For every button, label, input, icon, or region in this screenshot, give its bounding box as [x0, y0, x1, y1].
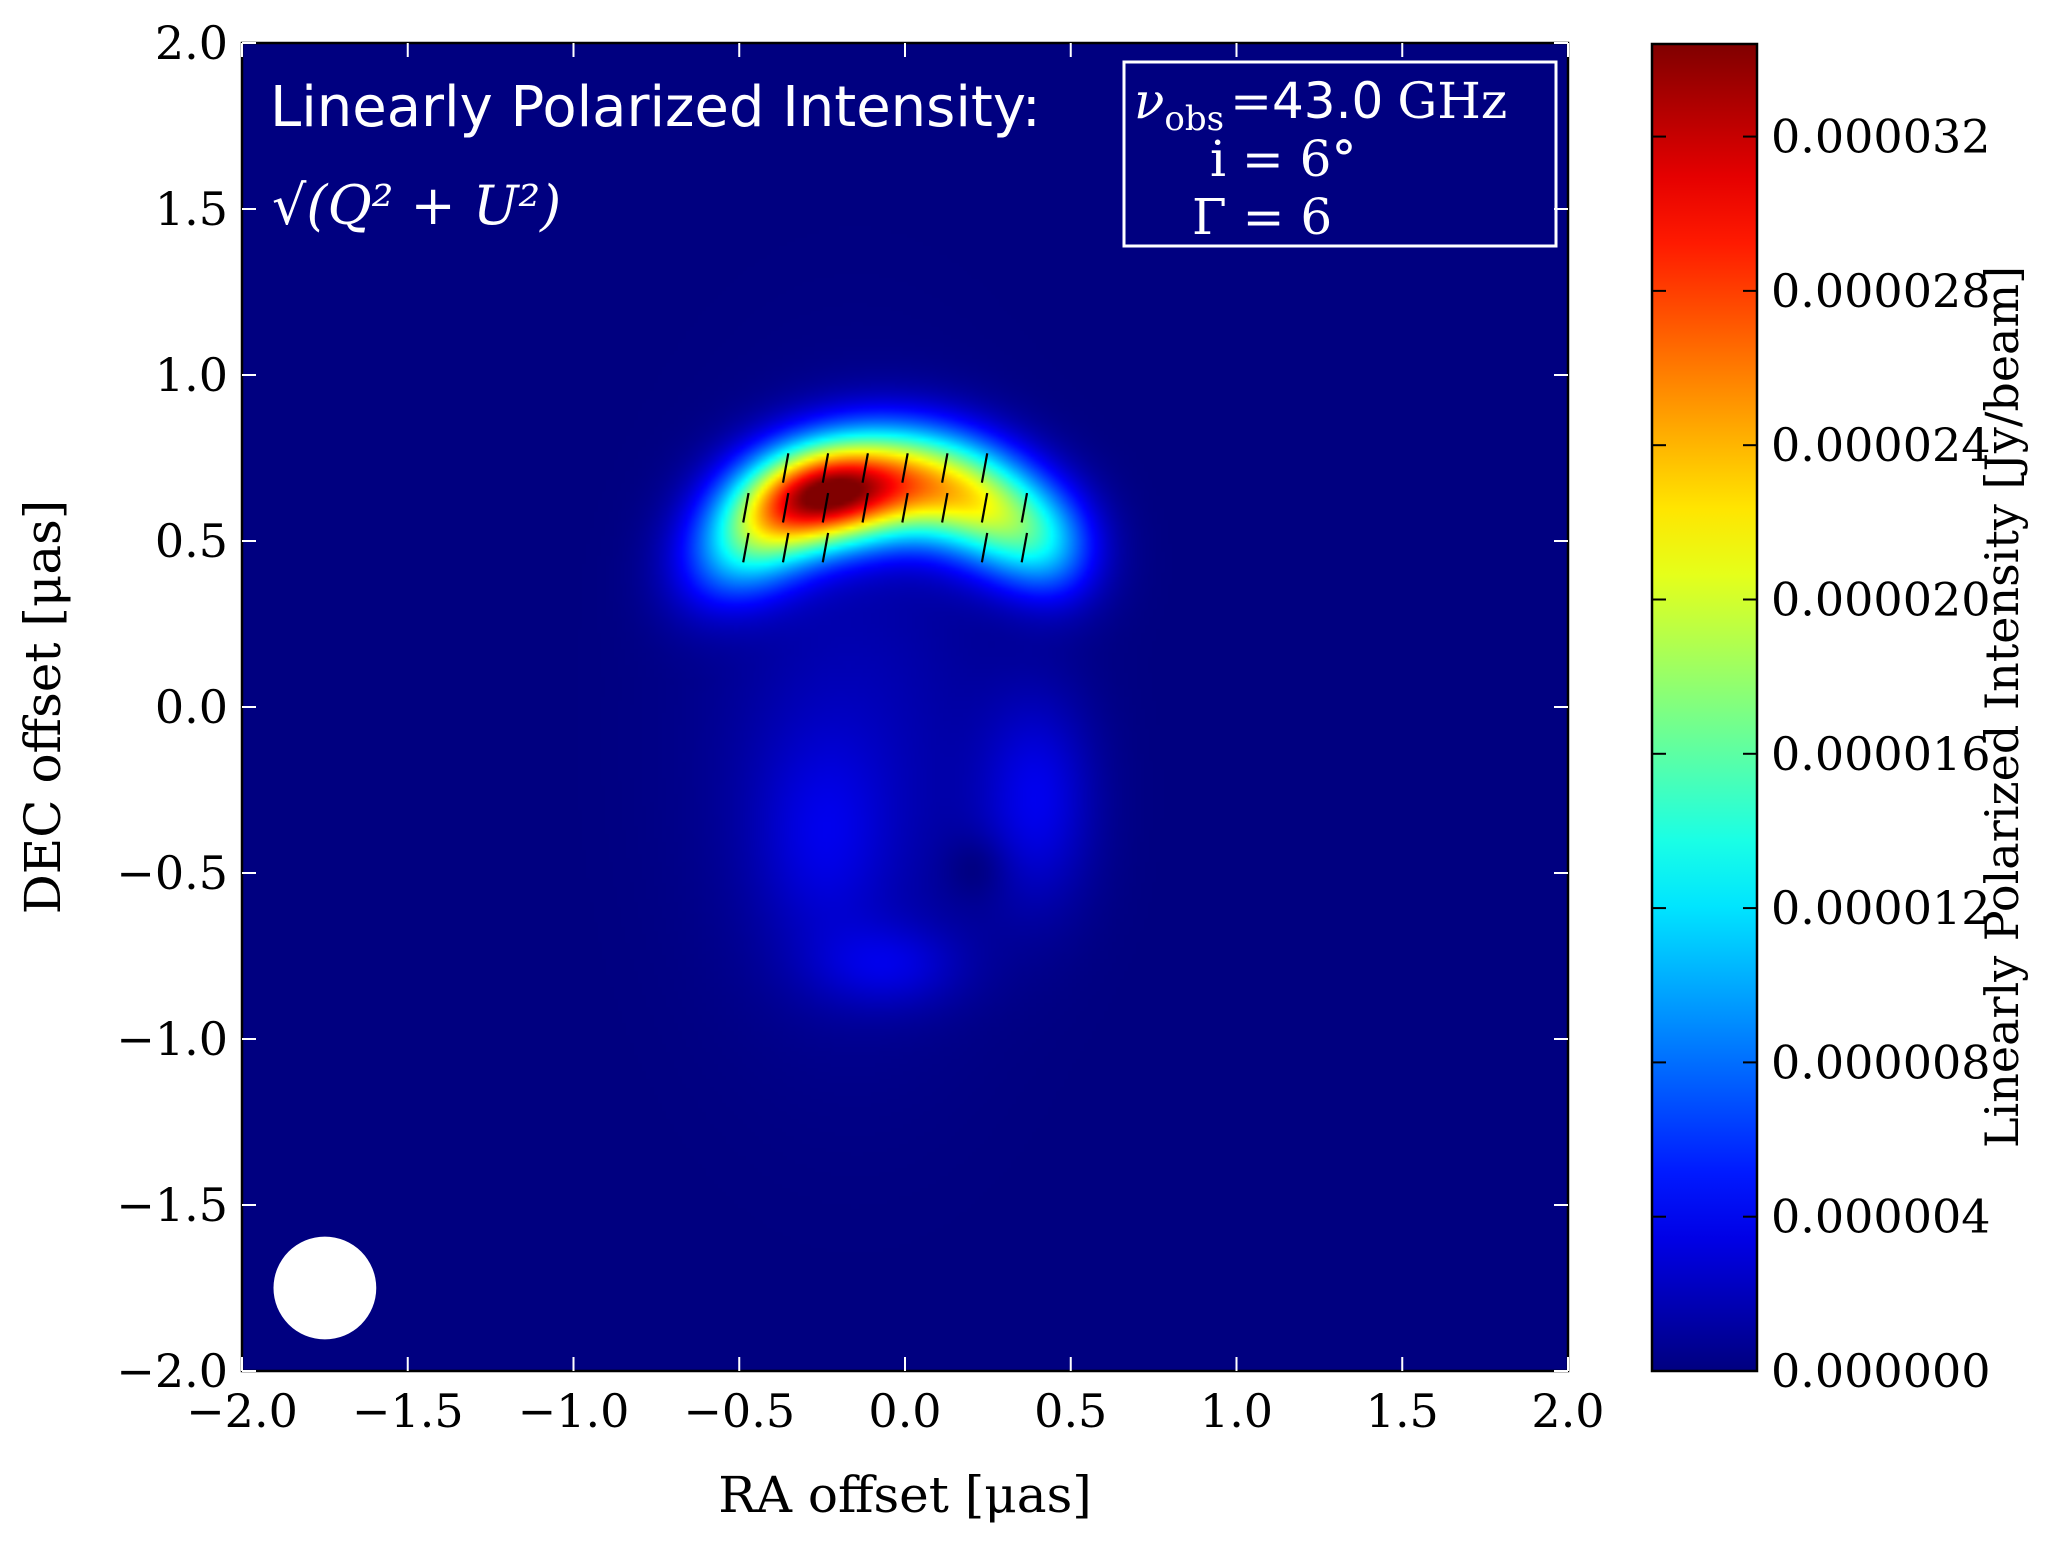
evpa-tick: [821, 453, 830, 483]
y-tick-label: 1.0: [155, 348, 228, 402]
x-axis-label: RA offset [μas]: [718, 1466, 1092, 1524]
evpa-tick: [941, 453, 949, 483]
beam-ellipse: [273, 1236, 377, 1340]
colorbar-tick-label: 0.000004: [1771, 1190, 1991, 1244]
evpa-tick: [861, 492, 869, 523]
x-tick-label: 1.5: [1366, 1384, 1439, 1438]
legend-frequency-subscript: obs: [1164, 99, 1224, 139]
evpa-tick: [941, 492, 949, 523]
colorbar-ticks: 0.000000 0.000004 0.000008 0.000012 0.000016…: [1652, 110, 1991, 1398]
evpa-tick: [1020, 492, 1029, 523]
evpa-tick: [901, 492, 909, 523]
parameter-legend: νobs =43.0 GHz i = 6° Γ = 6: [1122, 60, 1558, 248]
colorbar-tick-label: 0.000032: [1771, 110, 1991, 164]
legend-frequency-equals: =: [1230, 72, 1272, 130]
plot-title-formula: √(Q² + U²): [272, 174, 561, 237]
y-tick-label: 0.5: [155, 514, 228, 568]
y-axis-label: DEC offset [μas]: [14, 500, 72, 915]
x-tick-label: −0.5: [683, 1384, 795, 1438]
colorbar-tick-label: 0.000012: [1771, 881, 1991, 935]
colorbar-tick-label: 0.000008: [1771, 1035, 1991, 1089]
legend-inclination: i = 6°: [1210, 130, 1356, 188]
evpa-tick: [742, 492, 750, 523]
legend-box: [1122, 60, 1558, 248]
evpa-tick: [781, 492, 790, 523]
evpa-tick: [781, 453, 790, 483]
intensity-heatmap: [242, 43, 1568, 1371]
y-tick-label: 1.5: [155, 182, 228, 236]
legend-frequency: νobs =43.0 GHz: [1134, 72, 1507, 139]
y-tick-label: −2.0: [116, 1344, 228, 1398]
evpa-tick: [861, 453, 869, 483]
x-tick-label: 0.5: [1034, 1384, 1107, 1438]
colorbar-label: Linearly Polarized Intensity [Jy/beam]: [1975, 266, 2029, 1148]
legend-frequency-value: 43.0: [1272, 72, 1383, 130]
colorbar-tick-label: 0.000016: [1771, 727, 1991, 781]
evpa-tick: [821, 532, 830, 563]
x-tick-label: 0.0: [868, 1384, 941, 1438]
y-axis-ticks: −2.0 −1.5 −1.0 −0.5 0.0 0.5 1.0 1.5 2.0: [116, 16, 1568, 1398]
y-tick-label: −1.0: [116, 1012, 228, 1066]
evpa-tick: [901, 453, 909, 483]
legend-lorentz-factor: Γ = 6: [1192, 188, 1332, 246]
polarization-vectors: [742, 453, 1029, 563]
evpa-tick: [781, 532, 790, 563]
y-tick-label: −0.5: [116, 846, 228, 900]
colorbar-tick-label: 0.000020: [1771, 572, 1991, 626]
legend-frequency-symbol: ν: [1134, 72, 1164, 130]
colorbar: [1650, 42, 1759, 1373]
evpa-tick: [980, 492, 989, 523]
evpa-tick: [980, 453, 989, 483]
x-tick-label: −1.0: [518, 1384, 630, 1438]
evpa-tick: [742, 532, 750, 563]
evpa-tick: [821, 492, 830, 523]
x-tick-label: −1.5: [352, 1384, 464, 1438]
x-axis-ticks: −2.0 −1.5 −1.0 −0.5 0.0 0.5 1.0 1.5 2.0: [186, 43, 1605, 1438]
legend-frequency-unit: GHz: [1397, 72, 1507, 130]
colorbar-tick-label: 0.000028: [1771, 264, 1991, 318]
y-tick-label: 0.0: [155, 680, 228, 734]
plot-title: Linearly Polarized Intensity:: [270, 75, 1041, 140]
y-tick-label: −1.5: [116, 1178, 228, 1232]
evpa-tick: [1020, 532, 1029, 563]
colorbar-tick-label: 0.000000: [1771, 1344, 1991, 1398]
x-tick-label: 2.0: [1531, 1384, 1604, 1438]
evpa-tick: [980, 532, 989, 563]
y-tick-label: 2.0: [155, 16, 228, 70]
x-tick-label: 1.0: [1200, 1384, 1273, 1438]
colorbar-tick-label: 0.000024: [1771, 418, 1991, 472]
x-tick-label: −2.0: [186, 1384, 298, 1438]
